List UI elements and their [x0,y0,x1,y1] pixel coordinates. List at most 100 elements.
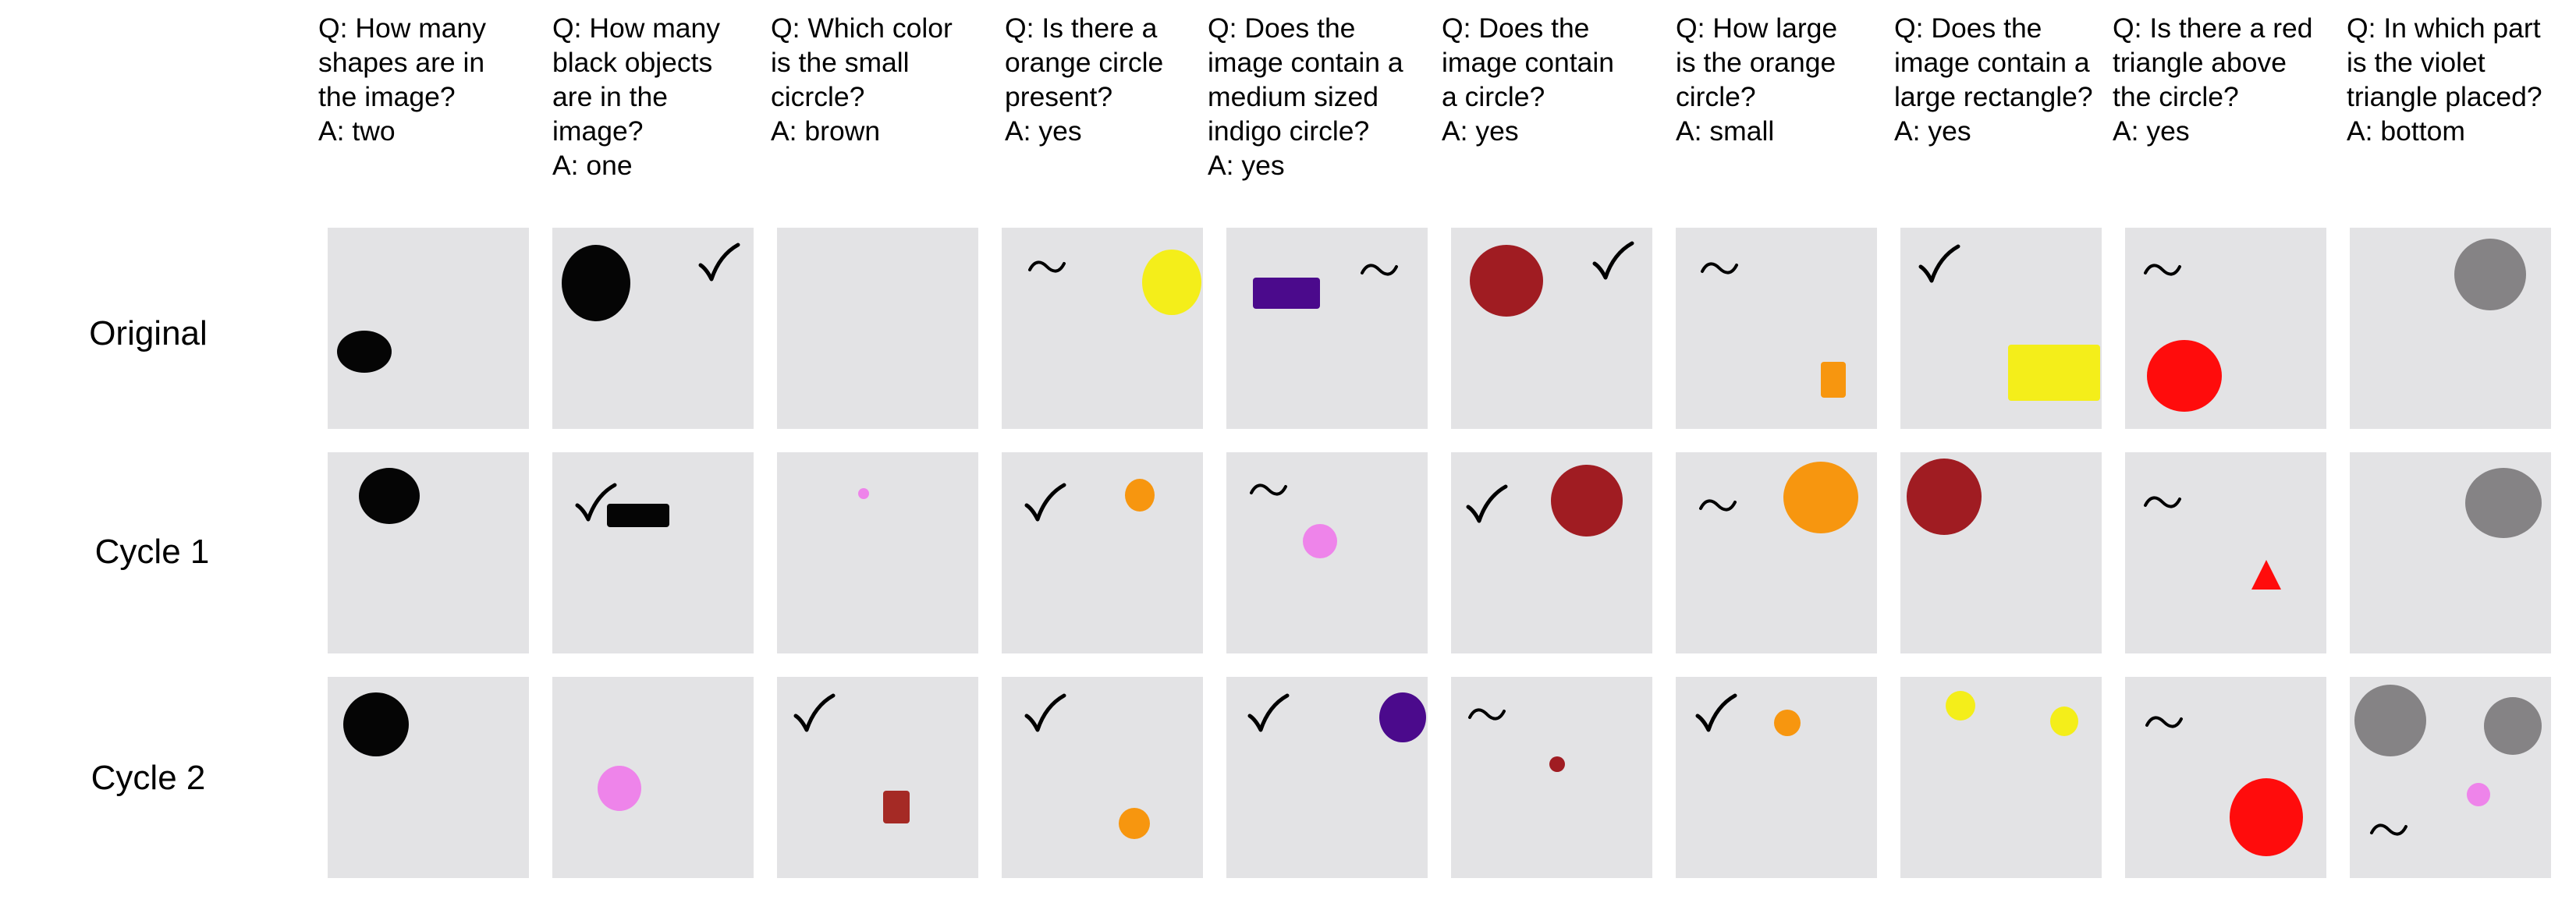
question-line: Q: How large [1676,12,1838,44]
image-tile [1676,677,1877,878]
circle-shape [1470,245,1543,317]
question-line: triangle above [2113,47,2287,78]
tilde-icon [2142,700,2186,744]
question-line: Q: Does the [1442,12,1590,44]
question-line: the image? [318,81,456,112]
image-tile [1226,228,1428,429]
rectangle-shape [1821,362,1846,398]
circle-shape [1379,692,1426,742]
image-tile [552,228,754,429]
checkmark-icon [1591,240,1635,284]
circle-shape [359,468,420,524]
image-tile [1002,452,1203,653]
checkmark-icon [697,242,741,285]
image-tile [1226,452,1428,653]
circle-shape [1551,465,1623,536]
question-line: is the small [771,47,910,78]
qa-col-6: Q: Does the image contain a circle? A: y… [1442,11,1668,148]
image-tile [2350,452,2551,653]
question-line: black objects [552,47,713,78]
image-tile [328,228,529,429]
qa-col-8: Q: Does the image contain a large rectan… [1894,11,2120,148]
question-line: medium sized [1208,81,1378,112]
circle-shape [1774,710,1801,736]
tilde-icon [1025,245,1069,289]
circle-shape [2484,697,2542,755]
question-line: image contain [1442,47,1615,78]
answer-line: A: yes [1894,115,1971,147]
question-line: circle? [1676,81,1756,112]
image-tile [552,452,754,653]
circle-shape [343,692,409,756]
image-tile [2125,452,2326,653]
image-tile [1451,228,1652,429]
tilde-icon [1698,246,1741,290]
tilde-icon [2141,480,2184,524]
question-line: Q: Does the [1208,12,1356,44]
checkmark-icon [1024,482,1067,526]
circle-shape [1907,459,1982,535]
image-tile [1900,677,2102,878]
circle-shape [1946,691,1975,721]
question-line: Q: Does the [1894,12,2042,44]
question-line: image contain a [1208,47,1403,78]
circle-shape [2147,340,2222,412]
image-tile [777,228,978,429]
checkmark-icon [793,692,836,736]
circle-shape [2354,685,2426,756]
image-tile [777,452,978,653]
image-tile [1002,228,1203,429]
qa-col-5: Q: Does the image contain a medium sized… [1208,11,1434,182]
circle-shape [598,766,641,811]
question-line: is the violet [2347,47,2486,78]
qa-col-10: Q: In which part is the violet triangle … [2347,11,2573,148]
question-line: present? [1005,81,1113,112]
question-line: are in the [552,81,669,112]
question-line: shapes are in [318,47,485,78]
image-tile [1226,677,1428,878]
question-line: Q: How many [552,12,721,44]
rectangle-shape [2008,345,2100,401]
question-line: indigo circle? [1208,115,1370,147]
question-line: the circle? [2113,81,2239,112]
question-line: Q: In which part [2347,12,2541,44]
circle-shape [858,488,869,499]
image-tile [2350,677,2551,878]
answer-line: A: one [552,150,633,181]
circle-shape [1125,479,1155,512]
image-tile [1900,228,2102,429]
tilde-icon [1247,468,1290,512]
answer-line: A: bottom [2347,115,2465,147]
qa-col-3: Q: Which color is the small cicrcle? A: … [771,11,997,148]
circle-shape [2465,468,2542,538]
circle-shape [2454,239,2526,310]
question-line: is the orange [1676,47,1836,78]
checkmark-icon [574,482,618,526]
answer-line: A: two [318,115,396,147]
image-tile [777,677,978,878]
image-tile [328,677,529,878]
tilde-icon [1465,692,1509,736]
tilde-icon [2367,808,2411,852]
image-tile [1676,452,1877,653]
tilde-icon [1696,483,1740,527]
circle-shape [337,331,392,373]
qa-col-2: Q: How many black objects are in the ima… [552,11,779,182]
circle-shape [2050,706,2078,736]
checkmark-icon [1694,692,1738,736]
answer-line: A: yes [1442,115,1519,147]
checkmark-icon [1024,692,1067,736]
image-tile [2125,677,2326,878]
question-line: cicrcle? [771,81,865,112]
question-line: orange circle [1005,47,1164,78]
question-line: Q: Is there a [1005,12,1158,44]
question-line: image? [552,115,644,147]
tilde-icon [1357,248,1401,292]
answer-line: A: brown [771,115,881,147]
row-label-original: Original [89,314,208,352]
question-line: triangle placed? [2347,81,2542,112]
image-tile [1676,228,1877,429]
circle-shape [1142,250,1201,315]
image-tile [1900,452,2102,653]
qa-col-1: Q: How many shapes are in the image? A: … [318,11,545,148]
